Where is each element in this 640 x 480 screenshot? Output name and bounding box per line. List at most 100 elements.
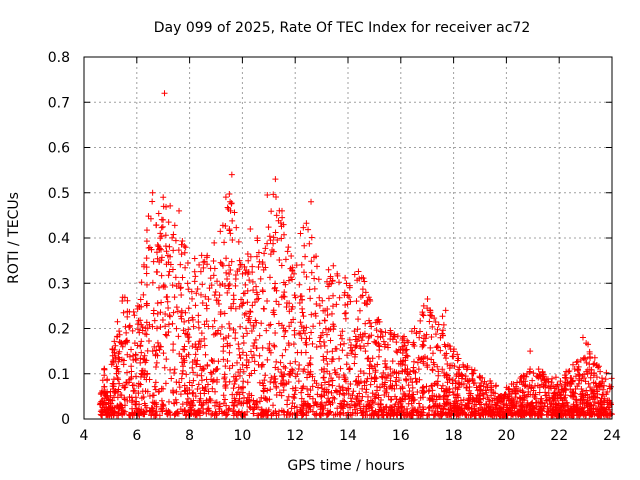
data-point xyxy=(134,302,141,309)
data-point xyxy=(278,235,285,242)
data-point xyxy=(262,245,269,252)
data-point xyxy=(352,344,359,351)
data-point xyxy=(359,286,366,293)
data-point xyxy=(316,320,323,327)
data-point xyxy=(429,382,436,389)
data-point xyxy=(271,285,278,292)
data-point xyxy=(428,333,435,340)
data-point xyxy=(222,396,229,403)
data-point xyxy=(189,382,196,389)
data-point xyxy=(226,190,233,197)
data-point xyxy=(449,353,456,360)
data-point xyxy=(355,373,362,380)
data-point xyxy=(153,249,160,256)
data-point xyxy=(392,393,399,400)
data-point xyxy=(200,264,207,271)
data-point xyxy=(472,408,479,415)
data-point xyxy=(377,400,384,407)
data-point xyxy=(343,361,350,368)
data-point xyxy=(548,379,555,386)
data-point xyxy=(293,262,300,269)
data-point xyxy=(182,387,189,394)
data-point xyxy=(120,361,127,368)
data-point xyxy=(182,309,189,316)
data-point xyxy=(388,331,395,338)
data-point xyxy=(405,382,412,389)
data-point xyxy=(199,299,206,306)
data-point xyxy=(301,269,308,276)
data-point xyxy=(511,404,518,411)
data-point xyxy=(251,339,258,346)
data-point xyxy=(316,302,323,309)
data-point xyxy=(473,384,480,391)
data-point xyxy=(244,400,251,407)
data-point xyxy=(582,378,589,385)
data-point xyxy=(372,395,379,402)
data-point xyxy=(456,411,463,418)
data-point xyxy=(138,349,145,356)
data-point xyxy=(156,245,163,252)
data-point xyxy=(189,390,196,397)
data-point xyxy=(578,385,585,392)
data-point xyxy=(364,411,371,418)
data-point xyxy=(458,401,465,408)
data-point xyxy=(191,357,198,364)
data-point xyxy=(163,332,170,339)
data-point xyxy=(408,328,415,335)
data-point xyxy=(426,387,433,394)
data-point xyxy=(221,239,228,246)
data-point xyxy=(557,378,564,385)
data-point xyxy=(447,401,454,408)
data-point xyxy=(260,387,267,394)
data-point xyxy=(323,389,330,396)
data-point xyxy=(245,359,252,366)
data-point xyxy=(146,393,153,400)
data-point xyxy=(298,323,305,330)
data-point xyxy=(244,379,251,386)
data-point xyxy=(529,377,536,384)
data-point xyxy=(443,411,450,418)
data-point xyxy=(280,221,287,228)
data-point xyxy=(234,359,241,366)
data-point xyxy=(339,335,346,342)
data-point xyxy=(244,287,251,294)
data-point xyxy=(586,394,593,401)
data-point xyxy=(182,330,189,337)
data-point xyxy=(116,328,123,335)
data-point xyxy=(208,411,215,418)
data-point xyxy=(217,331,224,338)
data-point xyxy=(258,320,265,327)
data-point xyxy=(278,369,285,376)
data-point xyxy=(245,268,252,275)
data-point xyxy=(146,376,153,383)
data-point xyxy=(440,321,447,328)
data-point xyxy=(146,321,153,328)
data-point xyxy=(306,240,313,247)
data-point xyxy=(324,349,331,356)
data-point xyxy=(271,373,278,380)
data-point xyxy=(206,285,213,292)
data-point xyxy=(325,283,332,290)
data-point xyxy=(318,399,325,406)
data-point xyxy=(238,296,245,303)
data-point xyxy=(351,328,358,335)
data-point xyxy=(340,397,347,404)
data-point xyxy=(357,368,364,375)
data-point xyxy=(168,375,175,382)
data-point xyxy=(159,317,166,324)
data-point xyxy=(154,339,161,346)
data-point xyxy=(177,284,184,291)
data-point xyxy=(387,327,394,334)
data-point xyxy=(325,395,332,402)
data-point xyxy=(529,399,536,406)
data-point xyxy=(296,281,303,288)
data-point xyxy=(143,270,150,277)
data-point xyxy=(278,262,285,269)
data-point xyxy=(459,408,466,415)
data-point xyxy=(208,357,215,364)
data-point xyxy=(224,204,231,211)
data-point xyxy=(255,295,262,302)
data-point xyxy=(176,384,183,391)
data-point xyxy=(272,330,279,337)
data-point xyxy=(150,307,157,314)
